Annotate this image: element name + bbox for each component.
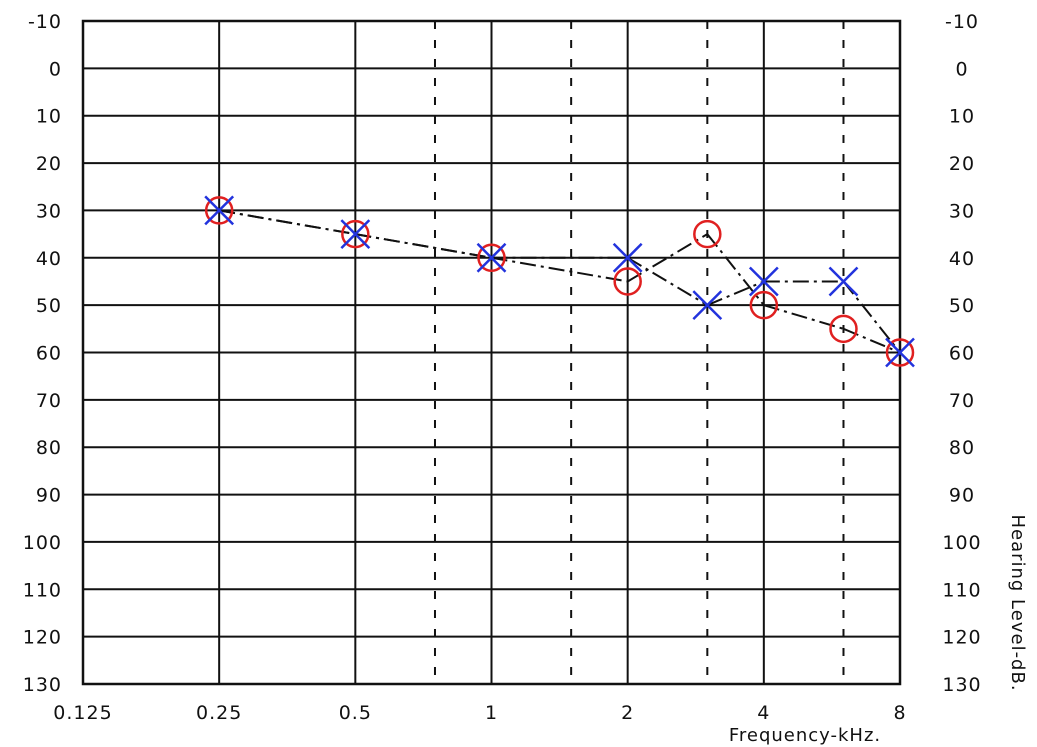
y-tick-label-left: 100 [23, 532, 62, 554]
cross-stroke [748, 266, 779, 297]
data-point-circle [885, 338, 915, 367]
cross-stroke [692, 290, 723, 321]
cross-stroke [828, 266, 859, 297]
series-line-segment [706, 233, 765, 306]
data-point-cross [885, 337, 915, 368]
x-tick-label: 4 [757, 702, 770, 724]
y-tick-label-right: 100 [942, 532, 981, 554]
x-tick-label: 1 [485, 702, 498, 724]
y-tick-label-left: 90 [36, 485, 62, 507]
y-tick-label-right: 80 [949, 437, 975, 459]
y-tick-label-right: 20 [949, 153, 975, 175]
data-point-circle [749, 290, 779, 320]
data-point-cross [612, 242, 643, 273]
y-tick-label-left: 10 [36, 106, 62, 128]
y-tick-label-left: 110 [23, 579, 62, 601]
y-tick-label-left: 30 [36, 200, 62, 222]
y-tick-label-right: 40 [949, 248, 975, 270]
y-tick-label-right: 110 [942, 579, 981, 601]
y-tick-label-right: 130 [942, 674, 981, 696]
y-tick-label-right: 30 [949, 200, 975, 222]
data-point-cross [692, 290, 723, 321]
y-tick-label-left: 120 [23, 627, 62, 649]
x-tick-label: 8 [893, 702, 906, 724]
grid [81, 19, 902, 686]
x-tick-label: 0.5 [339, 702, 372, 724]
series-line-segment [491, 256, 628, 283]
data-point-circle [693, 219, 722, 249]
series-line-segment [842, 280, 901, 354]
series-line-segment [218, 209, 356, 236]
data-point-cross [748, 266, 779, 297]
y-tick-label-right: -10 [945, 11, 979, 33]
data-point-circle [477, 243, 506, 273]
cross-stroke [340, 219, 371, 249]
y-axis-title: Hearing Level-dB. [1007, 514, 1028, 691]
y-tick-label-left: 0 [49, 58, 62, 80]
y-tick-label-left: 130 [23, 674, 62, 696]
x-tick-label: 2 [621, 702, 634, 724]
x-tick-label: 0.25 [196, 702, 242, 724]
data-point-cross [476, 242, 507, 273]
series-markers [204, 195, 915, 368]
y-tick-label-left: -10 [28, 11, 62, 33]
y-tick-label-left: 80 [36, 437, 62, 459]
data-point-circle [204, 196, 234, 225]
x-tick-label: 0.125 [53, 702, 112, 724]
series-line-segment [843, 327, 901, 354]
cross-stroke [612, 242, 643, 273]
y-tick-label-left: 50 [36, 295, 62, 317]
y-tick-label-left: 20 [36, 153, 62, 175]
data-point-circle [341, 219, 370, 249]
series-line-segment [706, 280, 765, 307]
data-point-circle [613, 267, 642, 296]
series-line-segment [627, 233, 708, 283]
series-line-segment [627, 256, 708, 307]
y-tick-label-right: 60 [949, 343, 975, 365]
data-point-circle [829, 314, 858, 344]
y-tick-label-right: 50 [949, 295, 975, 317]
data-point-cross [204, 195, 235, 226]
x-axis-title: Frequency-kHz. [729, 725, 881, 746]
cross-stroke [885, 337, 915, 368]
cross-stroke [204, 195, 235, 226]
data-point-cross [828, 266, 859, 297]
series-lines [218, 209, 901, 354]
cross-stroke [476, 242, 507, 273]
y-tick-label-left: 70 [36, 390, 62, 412]
y-tick-label-left: 40 [36, 248, 62, 270]
y-tick-label-right: 10 [949, 106, 975, 128]
data-point-cross [340, 219, 371, 249]
y-tick-label-right: 120 [942, 627, 981, 649]
series-line-segment [355, 233, 492, 259]
y-tick-label-right: 0 [955, 58, 968, 80]
y-tick-label-left: 60 [36, 343, 62, 365]
y-tick-label-right: 90 [949, 485, 975, 507]
y-tick-label-right: 70 [949, 390, 975, 412]
